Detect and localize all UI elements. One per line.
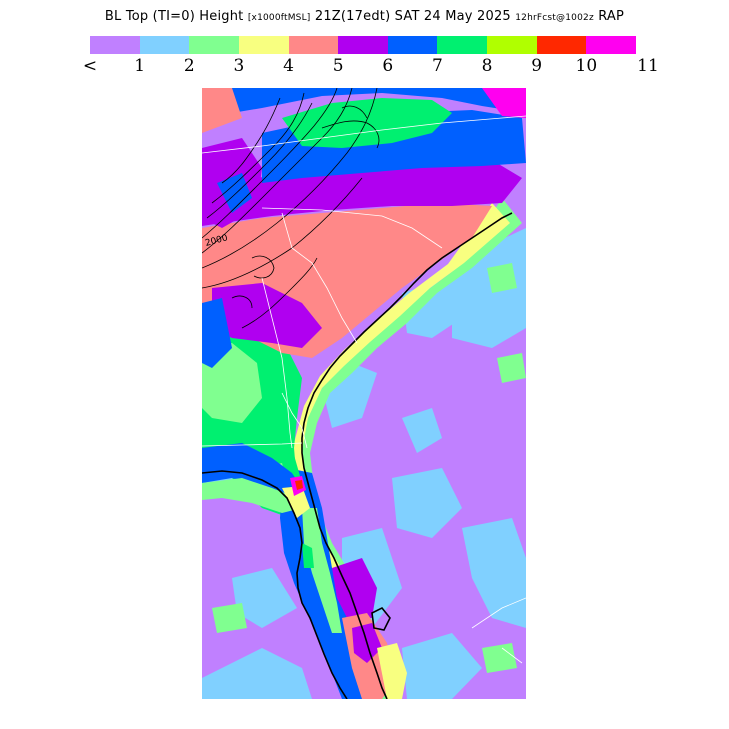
- blue-corner-top: [202, 88, 526, 118]
- forecast-map: 2000: [202, 88, 526, 699]
- legend-swatch-9: [536, 36, 587, 54]
- legend-label-2: 2: [183, 56, 195, 76]
- title-main: BL Top (TI=0) Height: [104, 9, 244, 24]
- legend-swatch-2: [189, 36, 239, 54]
- color-legend: [90, 36, 637, 54]
- legend-label-7: 7: [432, 56, 443, 76]
- purple-band-south: [212, 283, 322, 348]
- legend-swatch-0: [90, 36, 140, 54]
- legend-label-6: 6: [382, 56, 394, 76]
- legend-label-1: 1: [134, 56, 146, 76]
- state-boundaries: [202, 115, 526, 664]
- legend-swatch-5: [338, 36, 388, 54]
- florida-purple-patch: [332, 558, 377, 618]
- title-forecast: 12hrFcst@1002z: [515, 13, 594, 23]
- panhandle-blue-band: [202, 443, 302, 498]
- legend-label-9: 9: [531, 56, 543, 76]
- gulf-coastline: [202, 470, 348, 699]
- legend-label-3: 3: [233, 56, 245, 76]
- coastal-band-yellow: [292, 203, 510, 699]
- legend-label-8: 8: [481, 56, 493, 76]
- legend-swatch-4: [288, 36, 339, 54]
- chart-title: BL Top (TI=0) Height [x1000ftMSL] 21Z(17…: [0, 9, 729, 24]
- lake-okeechobee: [371, 606, 391, 631]
- legend-labels: <1 2 3 4 5 6 7 8 9 10 11: [0, 56, 729, 78]
- legend-label-4: 4: [283, 56, 294, 76]
- title-time: 21Z(17edt) SAT 24 May 2025: [314, 9, 511, 24]
- title-units: [x1000ftMSL]: [247, 13, 311, 23]
- legend-swatch-1: [139, 36, 190, 54]
- map-svg: 2000: [202, 88, 526, 699]
- atlantic-coastline: [301, 212, 513, 699]
- title-model: RAP: [598, 9, 625, 24]
- legend-swatch-8: [487, 36, 537, 54]
- legend-label-10: 10: [575, 56, 598, 76]
- legend-swatch-3: [238, 36, 289, 54]
- legend-label-0: <: [82, 56, 98, 76]
- legend-swatch-6: [387, 36, 438, 54]
- legend-label-5: 5: [332, 56, 344, 76]
- legend-swatch-7: [437, 36, 488, 54]
- legend-swatch-10: [586, 36, 637, 54]
- high-spot-red: [295, 480, 303, 490]
- ocean-green-patches: [212, 263, 526, 673]
- legend-label-11: 11: [637, 56, 659, 76]
